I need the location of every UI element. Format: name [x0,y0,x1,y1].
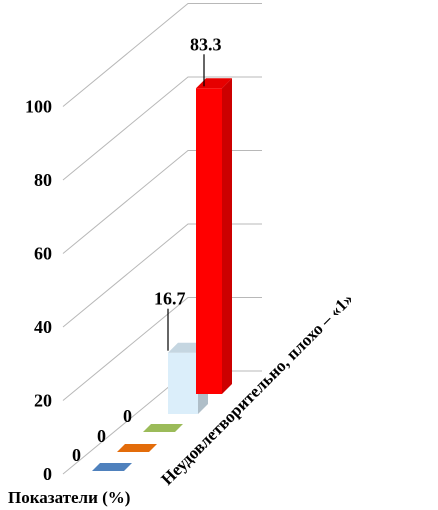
gridline [62,223,262,328]
y-axis-ticks: 0 20 40 60 80 100 [25,97,52,485]
gridline [62,150,262,254]
y-tick-label: 40 [34,317,52,337]
data-label: 0 [123,406,132,426]
y-tick-label: 20 [34,391,52,411]
y-tick-label: 100 [25,97,52,117]
bar-front [168,352,198,414]
bar-top [196,78,232,89]
y-tick-label: 80 [34,170,52,190]
data-label: 0 [72,445,81,465]
bar-floor-tile [92,463,132,471]
y-tick-label: 0 [43,464,52,484]
bar-side [222,78,232,394]
x-axis-label: Показатели (%) [8,488,130,507]
bar [117,444,157,452]
bar [143,424,183,432]
data-label: 16.7 [154,289,186,309]
gridline [62,297,262,401]
bar-floor-tile [117,444,157,452]
gridline [62,76,262,181]
bar [196,78,232,394]
y-tick-label: 60 [34,244,52,264]
bars [92,78,232,471]
gridline [62,3,262,107]
gridlines [62,3,262,475]
bar-floor-tile [143,424,183,432]
data-label: 0 [97,426,106,446]
bar-front [196,88,222,394]
data-label: 83.3 [190,34,222,54]
bar [92,463,132,471]
